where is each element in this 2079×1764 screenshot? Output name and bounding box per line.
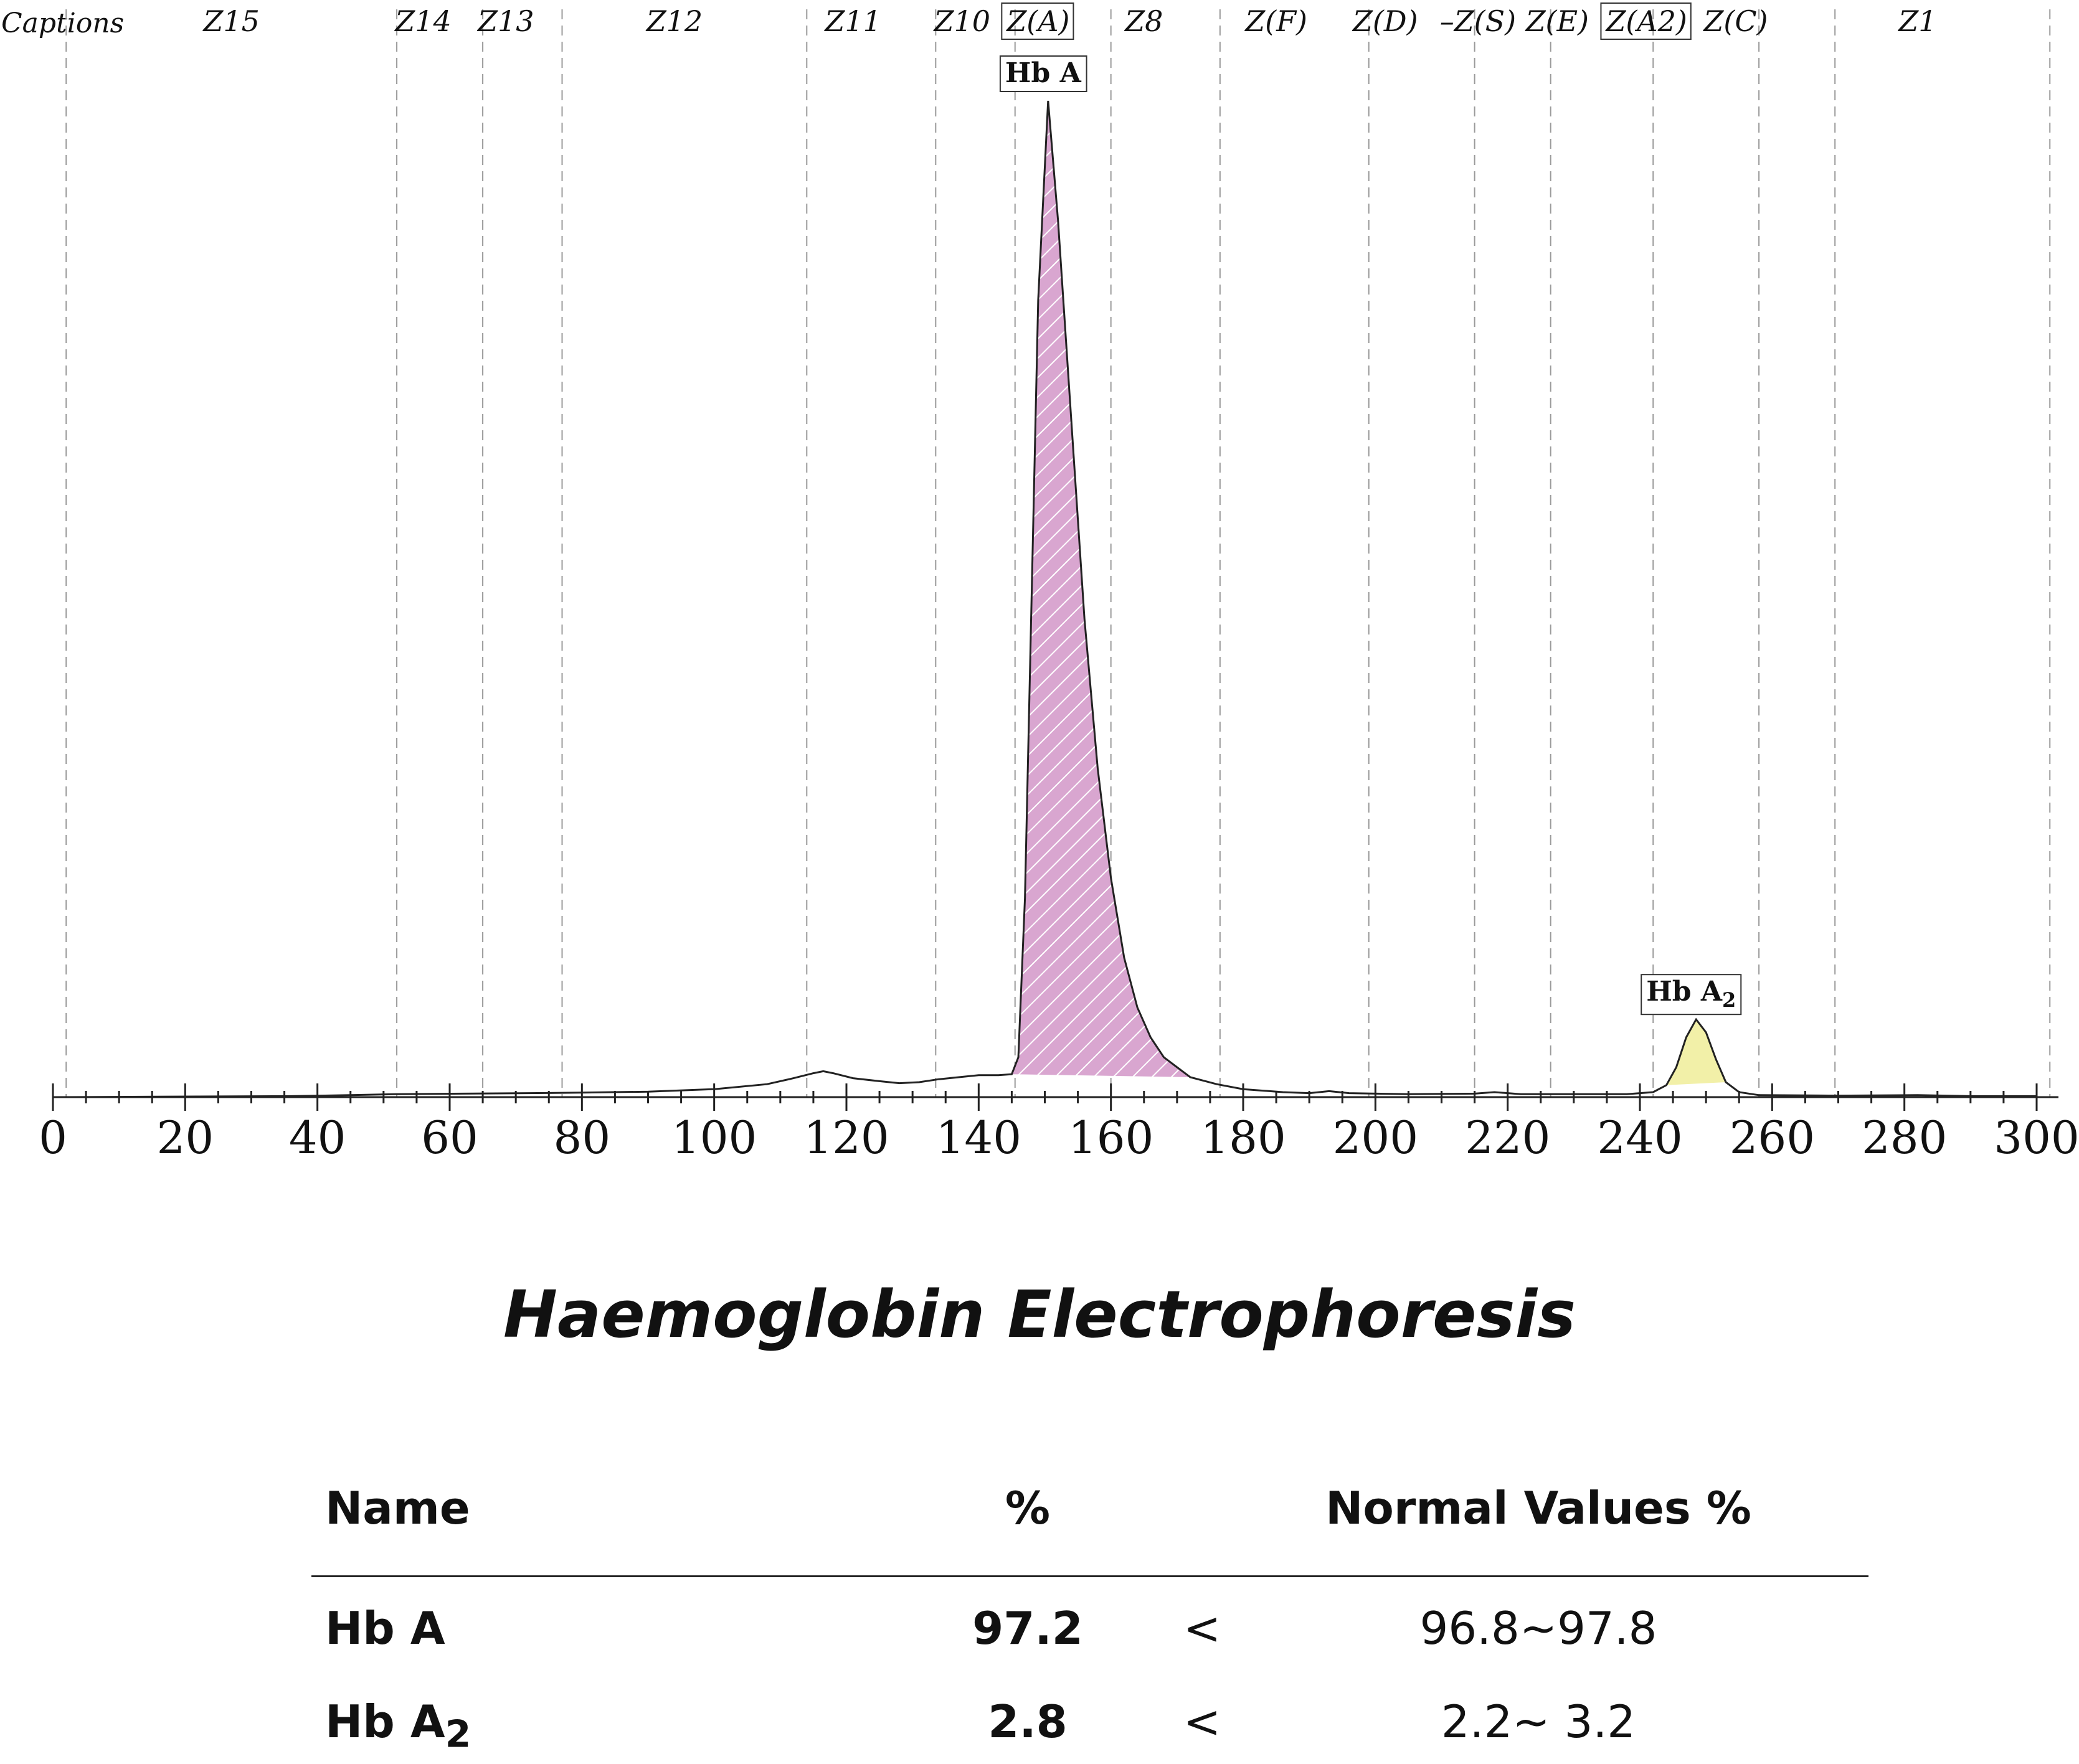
zone-label: Z13 xyxy=(476,4,534,38)
zone-label: Z11 xyxy=(823,4,881,38)
results-table: Name % Normal Values % Hb A 97.2 < 96.8~… xyxy=(311,1469,1868,1764)
x-tick-label: 200 xyxy=(1333,1111,1418,1164)
zone-label: Z(E) xyxy=(1525,4,1589,38)
zone-label: Z(C) xyxy=(1702,4,1768,38)
trace-line xyxy=(52,100,2037,1098)
zone-label-box xyxy=(1001,2,1074,40)
captions-label: Captions xyxy=(1,7,124,39)
zone-label: Z(F) xyxy=(1244,4,1307,38)
x-tick-label: 80 xyxy=(554,1111,611,1164)
chart-title: Haemoglobin Electrophoresis xyxy=(503,1276,1576,1352)
results-header: Name % Normal Values % xyxy=(311,1469,1868,1577)
x-tick-label: 280 xyxy=(1862,1111,1947,1164)
zone-labels: Z15 Z14 Z13 Z12 Z11 Z10 Z(A) Z8 Z(F) Z(D) –Z(S) Z(E… xyxy=(202,2,1937,40)
x-tick-label: 20 xyxy=(157,1111,214,1164)
zone-label: Z8 xyxy=(1124,4,1163,38)
x-axis-ticks: 0 20 40 60 80 100 120 140 160 180 200 220 240 260 280 3… xyxy=(39,1083,2079,1164)
x-tick-label: 240 xyxy=(1597,1111,1682,1164)
x-tick-label: 260 xyxy=(1730,1111,1815,1164)
row-normal-values: 96.8~97.8 xyxy=(1419,1602,1657,1654)
row-percent: 97.2 xyxy=(972,1602,1083,1654)
zone-label-box xyxy=(1600,2,1692,40)
zone-label: Z12 xyxy=(645,4,703,38)
peak-fill xyxy=(1011,101,1191,1077)
zone-label: Z14 xyxy=(394,4,452,38)
row-name: Hb A2 xyxy=(325,1696,471,1757)
x-tick-label: 40 xyxy=(289,1111,346,1164)
zone-boundaries xyxy=(65,9,2051,1097)
x-tick-label: 220 xyxy=(1465,1111,1550,1164)
row-percent: 2.8 xyxy=(988,1696,1068,1748)
row-operator: < xyxy=(1183,1696,1221,1748)
x-tick-label: 300 xyxy=(1994,1111,2079,1164)
peak-label: Hb A xyxy=(1005,57,1082,89)
header-percent: % xyxy=(1005,1482,1051,1534)
header-name: Name xyxy=(325,1482,470,1534)
result-row-hb-a2: Hb A2 2.8 < 2.2~ 3.2 xyxy=(311,1671,1868,1764)
zone-label: Z(D) xyxy=(1352,4,1418,38)
x-tick-label: 140 xyxy=(936,1111,1021,1164)
zone-label: Z(A2) xyxy=(1604,4,1687,38)
zone-label: Z10 xyxy=(933,4,991,38)
zone-label: Z15 xyxy=(202,4,260,38)
zone-label: Z(A) xyxy=(1005,4,1069,38)
row-name: Hb A xyxy=(325,1602,445,1654)
x-tick-label: 100 xyxy=(671,1111,757,1164)
peak-label-box xyxy=(1641,974,1742,1016)
row-operator: < xyxy=(1183,1602,1221,1654)
zone-label: –Z(S) xyxy=(1440,4,1516,38)
header-normal-values: Normal Values % xyxy=(1325,1482,1751,1534)
x-tick-label: 60 xyxy=(421,1111,478,1164)
peak-fills xyxy=(1011,101,1726,1085)
x-tick-label: 0 xyxy=(39,1111,67,1164)
peak-fill xyxy=(1666,1019,1726,1085)
electrophoresis-chart: Captions Z15 Z14 Z13 Z12 Z11 Z10 Z(A) Z8 Z(F) Z(D… xyxy=(1,2,2079,1164)
x-tick-label: 160 xyxy=(1068,1111,1153,1164)
x-tick-label: 180 xyxy=(1200,1111,1286,1164)
result-row-hb-a: Hb A 97.2 < 96.8~97.8 xyxy=(311,1577,1868,1671)
row-normal-values: 2.2~ 3.2 xyxy=(1441,1696,1636,1748)
x-tick-label: 120 xyxy=(803,1111,889,1164)
peak-label-box xyxy=(999,55,1087,92)
zone-label: Z1 xyxy=(1897,4,1936,38)
peak-labels: Hb A Hb A2 xyxy=(999,55,1742,1016)
peak-label: Hb A2 xyxy=(1646,976,1736,1012)
